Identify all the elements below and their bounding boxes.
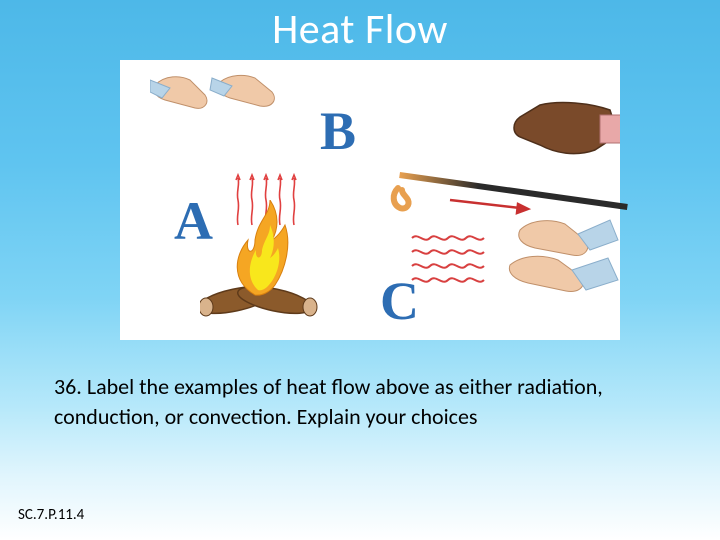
- hands-above-fire-icon: [150, 70, 280, 145]
- radiation-waves-icon: [410, 230, 490, 295]
- page-title: Heat Flow: [0, 0, 720, 55]
- standard-code: SC.7.P.11.4: [18, 506, 84, 524]
- heat-flow-diagram: A B C: [120, 60, 620, 340]
- label-b: B: [320, 100, 356, 162]
- label-c: C: [380, 270, 419, 332]
- hands-side-icon: [480, 210, 620, 315]
- campfire-icon: [200, 200, 320, 325]
- question-text: 36. Label the examples of heat flow abov…: [54, 372, 702, 431]
- label-a: A: [174, 190, 213, 252]
